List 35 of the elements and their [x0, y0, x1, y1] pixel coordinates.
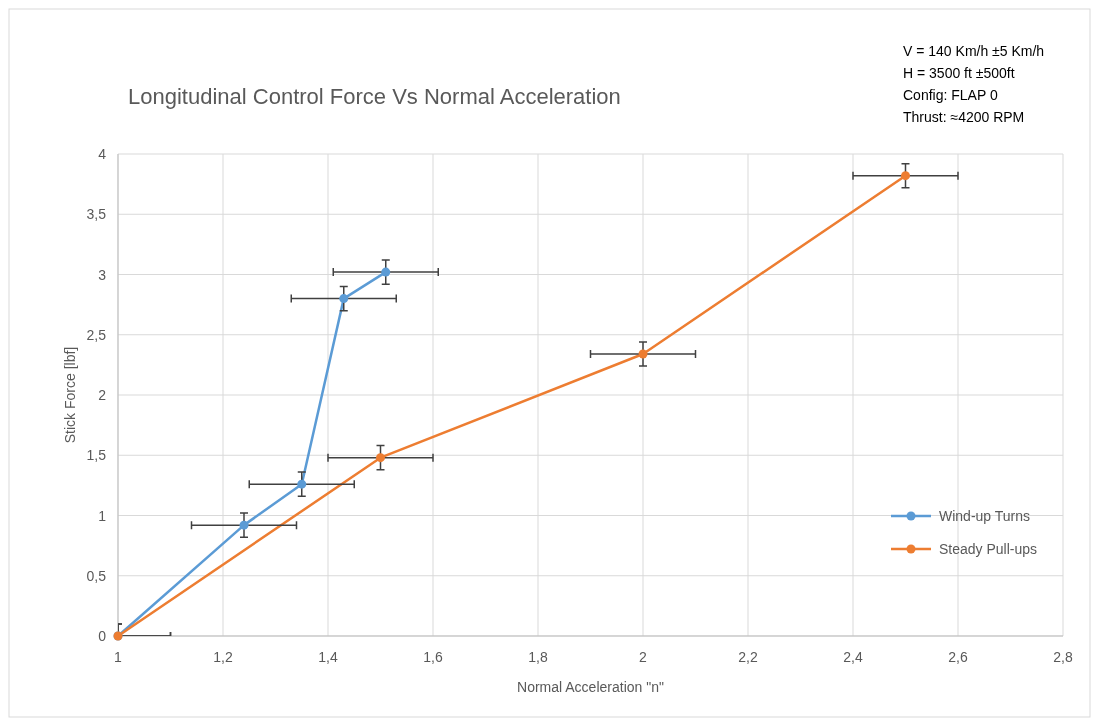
y-axis-title: Stick Force [lbf]	[62, 346, 78, 444]
x-tick-label: 1	[114, 649, 123, 665]
y-tick-label: 0	[98, 628, 107, 644]
text: Config: FLAP 0	[903, 87, 998, 103]
text: Thrust: ≈4200 RPM	[903, 109, 1025, 125]
x-tick-label: 2,4	[843, 649, 863, 665]
x-tick-label: 2,2	[738, 649, 758, 665]
y-tick-label: 1	[98, 507, 107, 524]
y-tick-label: 3,5	[86, 206, 107, 223]
point	[381, 267, 391, 277]
point	[239, 520, 249, 530]
x-tick-label: 1,4	[318, 649, 338, 665]
point	[901, 171, 910, 181]
x-axis-title: Normal Acceleration "n"	[517, 679, 664, 695]
legend-label: Steady Pull-ups	[939, 541, 1038, 557]
point	[638, 349, 648, 359]
x-tick-label: 1,2	[213, 649, 233, 665]
x-tick-label: 2,6	[948, 649, 968, 665]
y-tick-label: 3	[98, 266, 107, 283]
x-tick-label: 2,8	[1053, 649, 1073, 665]
legend-label: Wind-up Turns	[939, 508, 1031, 524]
point	[339, 294, 349, 304]
y-tick-label: 1,5	[86, 447, 107, 464]
point	[297, 479, 307, 489]
y-tick-label: 4	[98, 146, 107, 162]
y-tick-label: 2,5	[86, 326, 107, 343]
text: H = 3500 ft ±500ft	[903, 65, 1015, 81]
x-tick-label: 2	[639, 649, 648, 665]
point	[376, 453, 385, 463]
x-tick-label: 1,6	[423, 649, 443, 665]
text: V = 140 Km/h ±5 Km/h	[903, 43, 1045, 59]
x-tick-label: 1,8	[528, 649, 548, 665]
y-tick-label: 0,5	[86, 567, 107, 584]
y-tick-label: 2	[98, 387, 107, 403]
chart-title: Longitudinal Control Force Vs Normal Acceleration	[128, 84, 621, 109]
